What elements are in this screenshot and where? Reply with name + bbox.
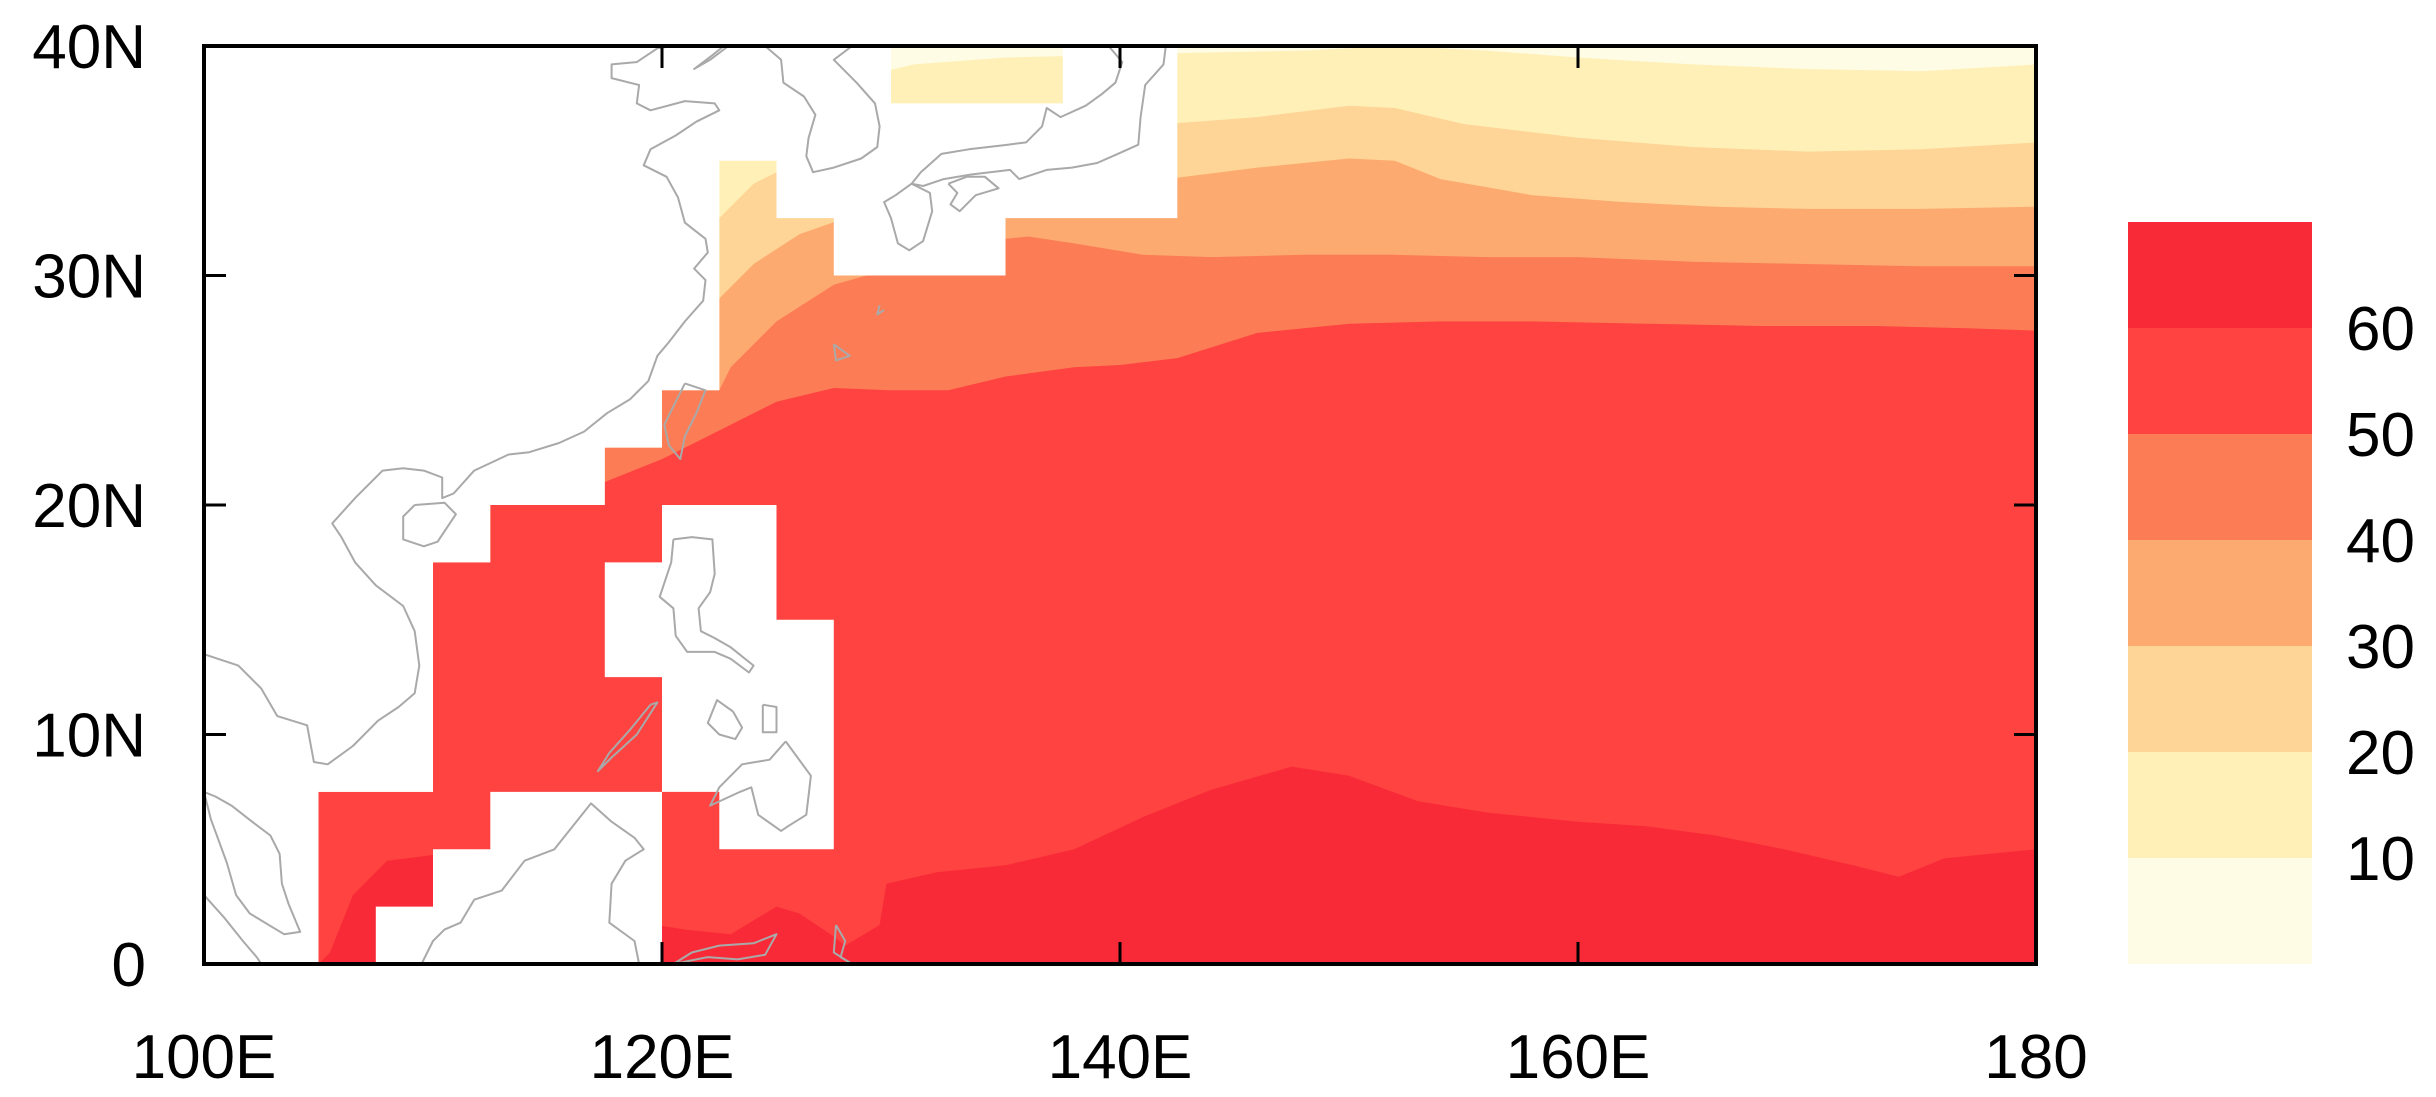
coastline	[203, 894, 263, 965]
coastline	[764, 45, 881, 174]
colorbar-swatch	[2128, 540, 2312, 646]
coastline	[761, 703, 778, 734]
coastline	[402, 501, 457, 548]
masked-region	[204, 46, 834, 964]
y-tick-label: 40N	[32, 13, 146, 82]
x-axis-ticks: 100E 120E 140E 160E 180	[132, 46, 2088, 1092]
plot-area	[202, 44, 2038, 966]
coastline	[658, 536, 755, 674]
coastline	[883, 182, 934, 252]
coastline	[947, 175, 1000, 213]
x-tick-label: 100E	[132, 1023, 277, 1092]
colorbar-label: 60	[2346, 295, 2415, 364]
land-mask	[204, 46, 1178, 964]
coastline	[832, 924, 854, 965]
y-tick-label: 0	[112, 931, 146, 1000]
y-tick-label: 10N	[32, 702, 146, 771]
coastline	[203, 45, 721, 766]
x-tick-label: 180	[1984, 1023, 2087, 1092]
coastline	[706, 699, 744, 741]
coastline	[693, 45, 730, 70]
contour-fill-60	[318, 766, 2036, 964]
y-tick-label: 30N	[32, 243, 146, 312]
colorbar-swatch	[2128, 858, 2312, 964]
coastline	[596, 701, 659, 773]
colorbar-swatch	[2128, 328, 2312, 434]
colorbar-label: 30	[2346, 613, 2415, 682]
colorbar-label: 20	[2346, 719, 2415, 788]
x-tick-label: 160E	[1506, 1023, 1651, 1092]
contour-fills	[204, 46, 2036, 964]
masked-region	[375, 791, 662, 964]
coastlines	[203, 45, 1167, 965]
coastline	[420, 802, 645, 965]
masked-region	[776, 46, 1178, 276]
y-axis-ticks: 0 10N 20N 30N 40N	[32, 13, 2036, 1000]
coastline	[203, 790, 302, 936]
coastline	[832, 343, 851, 362]
y-tick-label: 20N	[32, 472, 146, 541]
coastline	[876, 305, 885, 316]
colorbar-label: 40	[2346, 507, 2415, 576]
coastline	[672, 933, 778, 965]
x-tick-label: 140E	[1048, 1023, 1193, 1092]
coastline	[663, 382, 707, 461]
colorbar-swatch	[2128, 752, 2312, 858]
x-tick-label: 120E	[590, 1023, 735, 1092]
colorbar-swatch	[2128, 222, 2312, 328]
colorbar-swatch	[2128, 434, 2312, 540]
colorbar: 10 20 30 40 50 60	[2128, 222, 2415, 964]
coastline	[910, 45, 1167, 187]
colorbar-swatch	[2128, 646, 2312, 752]
colorbar-label: 50	[2346, 401, 2415, 470]
colorbar-label: 10	[2346, 825, 2415, 894]
coastline	[709, 740, 812, 832]
